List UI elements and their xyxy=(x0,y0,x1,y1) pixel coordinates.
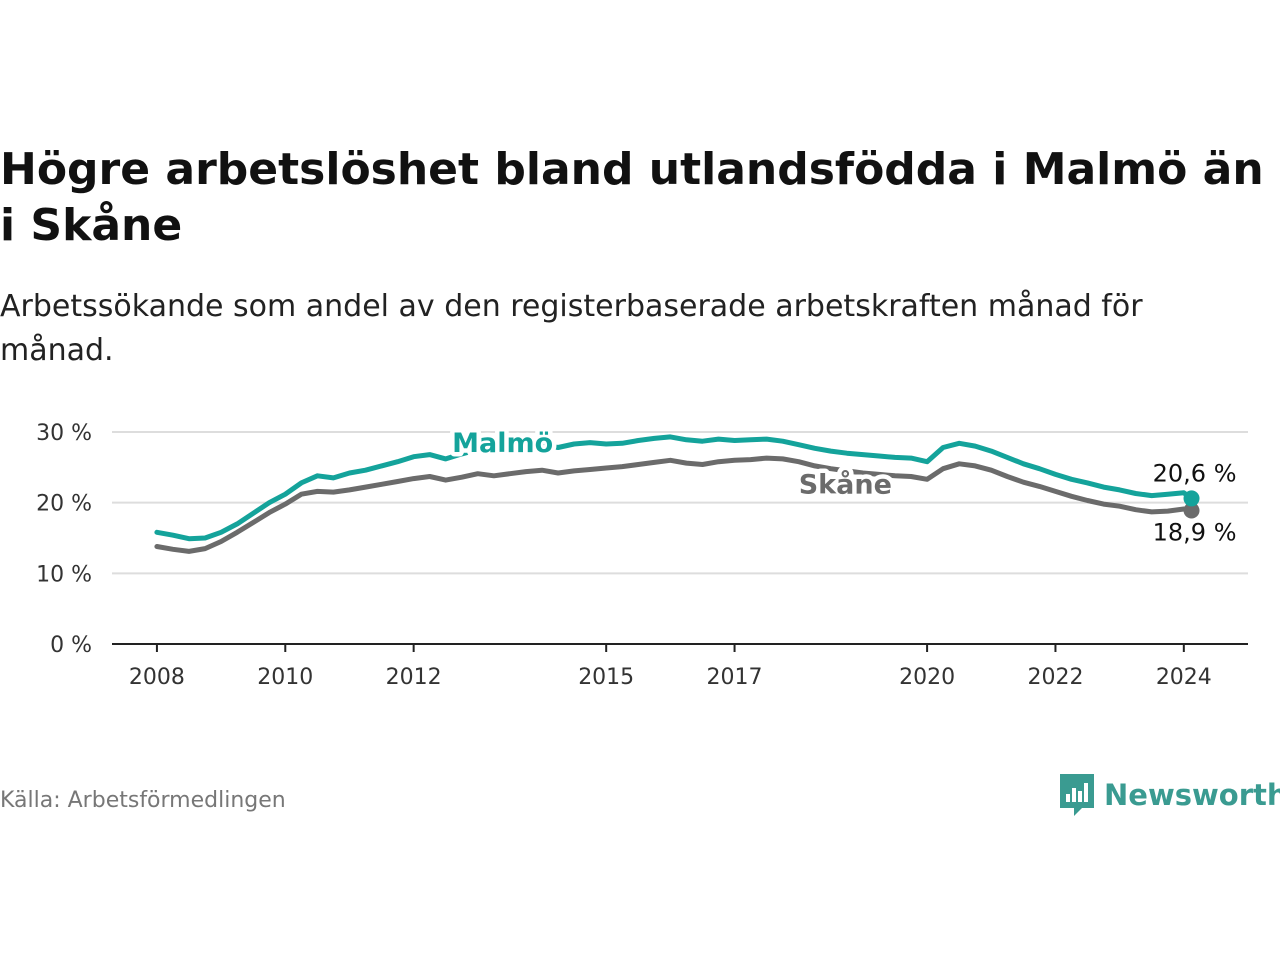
series-line-malmo xyxy=(154,434,1194,542)
x-tick-label: 2020 xyxy=(899,665,955,690)
x-tick-label: 2017 xyxy=(707,665,763,690)
series-name-label: Skåne xyxy=(799,468,892,500)
chart-subtitle: Arbetssökande som andel av den registerb… xyxy=(0,289,1143,368)
end-value-label: 20,6 % xyxy=(1153,459,1237,487)
series-name-label: Malmö xyxy=(452,428,553,459)
x-tick-label: 2022 xyxy=(1027,665,1083,690)
series-line-skane xyxy=(154,455,1194,554)
series-name-halo: Malmö xyxy=(452,428,553,459)
x-tick-label: 2012 xyxy=(386,665,442,690)
x-tick-label: 2015 xyxy=(578,665,634,690)
series-name-halo: Skåne xyxy=(799,468,892,500)
end-value-label: 18,9 % xyxy=(1153,518,1237,546)
newsworthy-logo: Newsworthy xyxy=(1058,772,1280,818)
y-tick-label: 0 % xyxy=(50,633,92,658)
y-tick-label: 10 % xyxy=(36,562,92,587)
series-endpoint xyxy=(1183,490,1200,507)
newsworthy-logo-text: Newsworthy xyxy=(1104,778,1280,812)
y-tick-label: 30 % xyxy=(36,421,92,446)
x-tick-label: 2008 xyxy=(129,665,185,690)
source-note: Källa: Arbetsförmedlingen xyxy=(0,788,286,813)
newsworthy-logo-icon xyxy=(1060,774,1094,816)
series-endpoint xyxy=(1183,502,1200,519)
x-tick-label: 2024 xyxy=(1156,665,1212,690)
chart-title: Högre arbetslöshet bland utlandsfödda i … xyxy=(0,144,1264,251)
x-tick-label: 2010 xyxy=(257,665,313,690)
y-tick-label: 20 % xyxy=(36,492,92,517)
